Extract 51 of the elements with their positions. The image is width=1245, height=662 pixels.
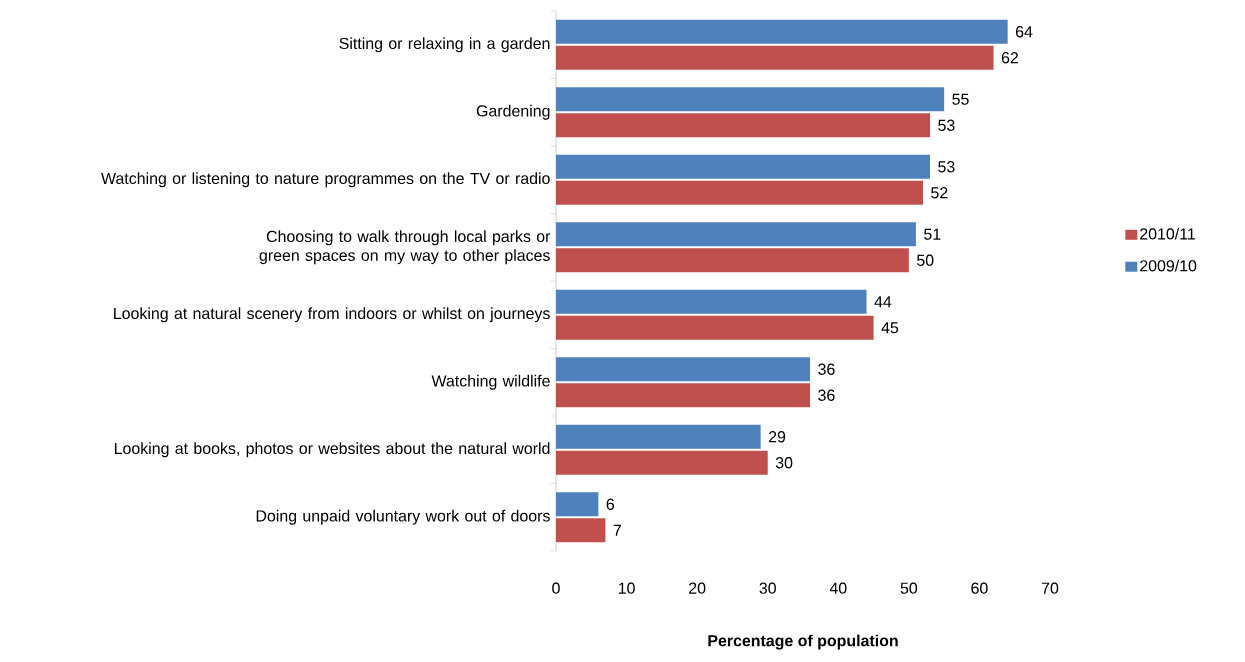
data-label: 30: [775, 457, 793, 469]
x-tick-label: 10: [618, 582, 635, 594]
legend-label: 2009/10: [1140, 259, 1197, 272]
x-tick-label: 0: [552, 582, 560, 594]
bar: [556, 315, 874, 340]
y-tick-label: Doing unpaid voluntary work out of doors: [256, 509, 550, 525]
bar: [556, 87, 945, 112]
y-tick-label: Sitting or relaxing in a garden: [339, 37, 550, 53]
data-label: 50: [917, 254, 934, 266]
bar: [556, 154, 931, 179]
bar: [556, 19, 1008, 44]
bar: [556, 424, 761, 449]
data-label: 36: [818, 389, 835, 401]
data-label: 6: [606, 498, 615, 510]
x-tick-label: 20: [689, 582, 706, 594]
y-tick-label: Choosing to walk through local parks or green spaces on my way to other places: [259, 230, 551, 265]
legend-label: 2010/11: [1140, 227, 1195, 240]
x-tick-label: 30: [759, 582, 776, 594]
bar: [556, 492, 599, 517]
data-label: 52: [931, 187, 948, 199]
bar: [556, 180, 923, 205]
x-tick-label: 70: [1041, 582, 1059, 594]
y-tick-label: Watching or listening to nature programmes on the TV or radio: [101, 172, 550, 188]
bar: [556, 289, 867, 314]
data-label: 53: [938, 161, 955, 173]
x-axis-title: Percentage of population: [708, 634, 898, 650]
bar: [556, 45, 994, 70]
data-label: 64: [1015, 26, 1033, 38]
bar: [556, 248, 909, 273]
x-tick-label: 50: [900, 582, 918, 594]
data-label: 45: [881, 322, 899, 334]
data-label: 53: [938, 119, 955, 131]
bar: [556, 357, 811, 382]
y-tick-label: Watching wildlife: [431, 374, 550, 390]
bar: [556, 450, 768, 475]
y-tick-label: Gardening: [476, 104, 550, 120]
bar: [556, 113, 931, 138]
data-label: 7: [613, 524, 621, 536]
bar: [556, 518, 606, 543]
data-label: 44: [874, 296, 892, 308]
data-label: 62: [1001, 52, 1018, 64]
bar: [556, 383, 811, 408]
data-label: 29: [768, 431, 786, 443]
y-tick-label: Looking at natural scenery from indoors or whilst on journeys: [114, 307, 550, 323]
data-label: 51: [924, 228, 941, 240]
x-tick-label: 60: [971, 582, 988, 594]
y-tick-label: Looking at books, photos or websites about the natural world: [114, 442, 550, 458]
data-label: 55: [952, 93, 969, 105]
data-label: 36: [818, 363, 835, 375]
x-tick-label: 40: [829, 582, 847, 594]
bar: [556, 222, 916, 247]
